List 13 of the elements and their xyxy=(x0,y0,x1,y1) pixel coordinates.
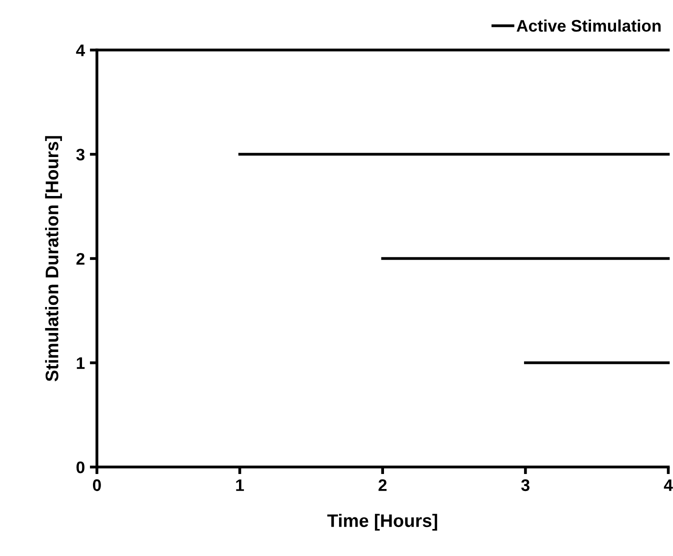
y-tick-label: 3 xyxy=(76,148,85,161)
x-axis-title: Time [Hours] xyxy=(327,514,438,531)
legend-label: Active Stimulation xyxy=(516,19,661,32)
y-tick-label: 4 xyxy=(76,44,86,56)
y-tick-label: 2 xyxy=(76,252,84,265)
y-axis-title: Stimulation Duration [Hours] xyxy=(45,136,62,382)
x-tick-label: 1 xyxy=(236,479,244,491)
y-tick-label: 1 xyxy=(76,357,85,369)
y-tick-label: 0 xyxy=(76,461,84,474)
x-tick-label: 0 xyxy=(92,479,101,492)
x-tick-label: 2 xyxy=(378,479,387,491)
x-tick-label: 4 xyxy=(664,479,673,491)
x-tick-label: 3 xyxy=(521,479,530,492)
